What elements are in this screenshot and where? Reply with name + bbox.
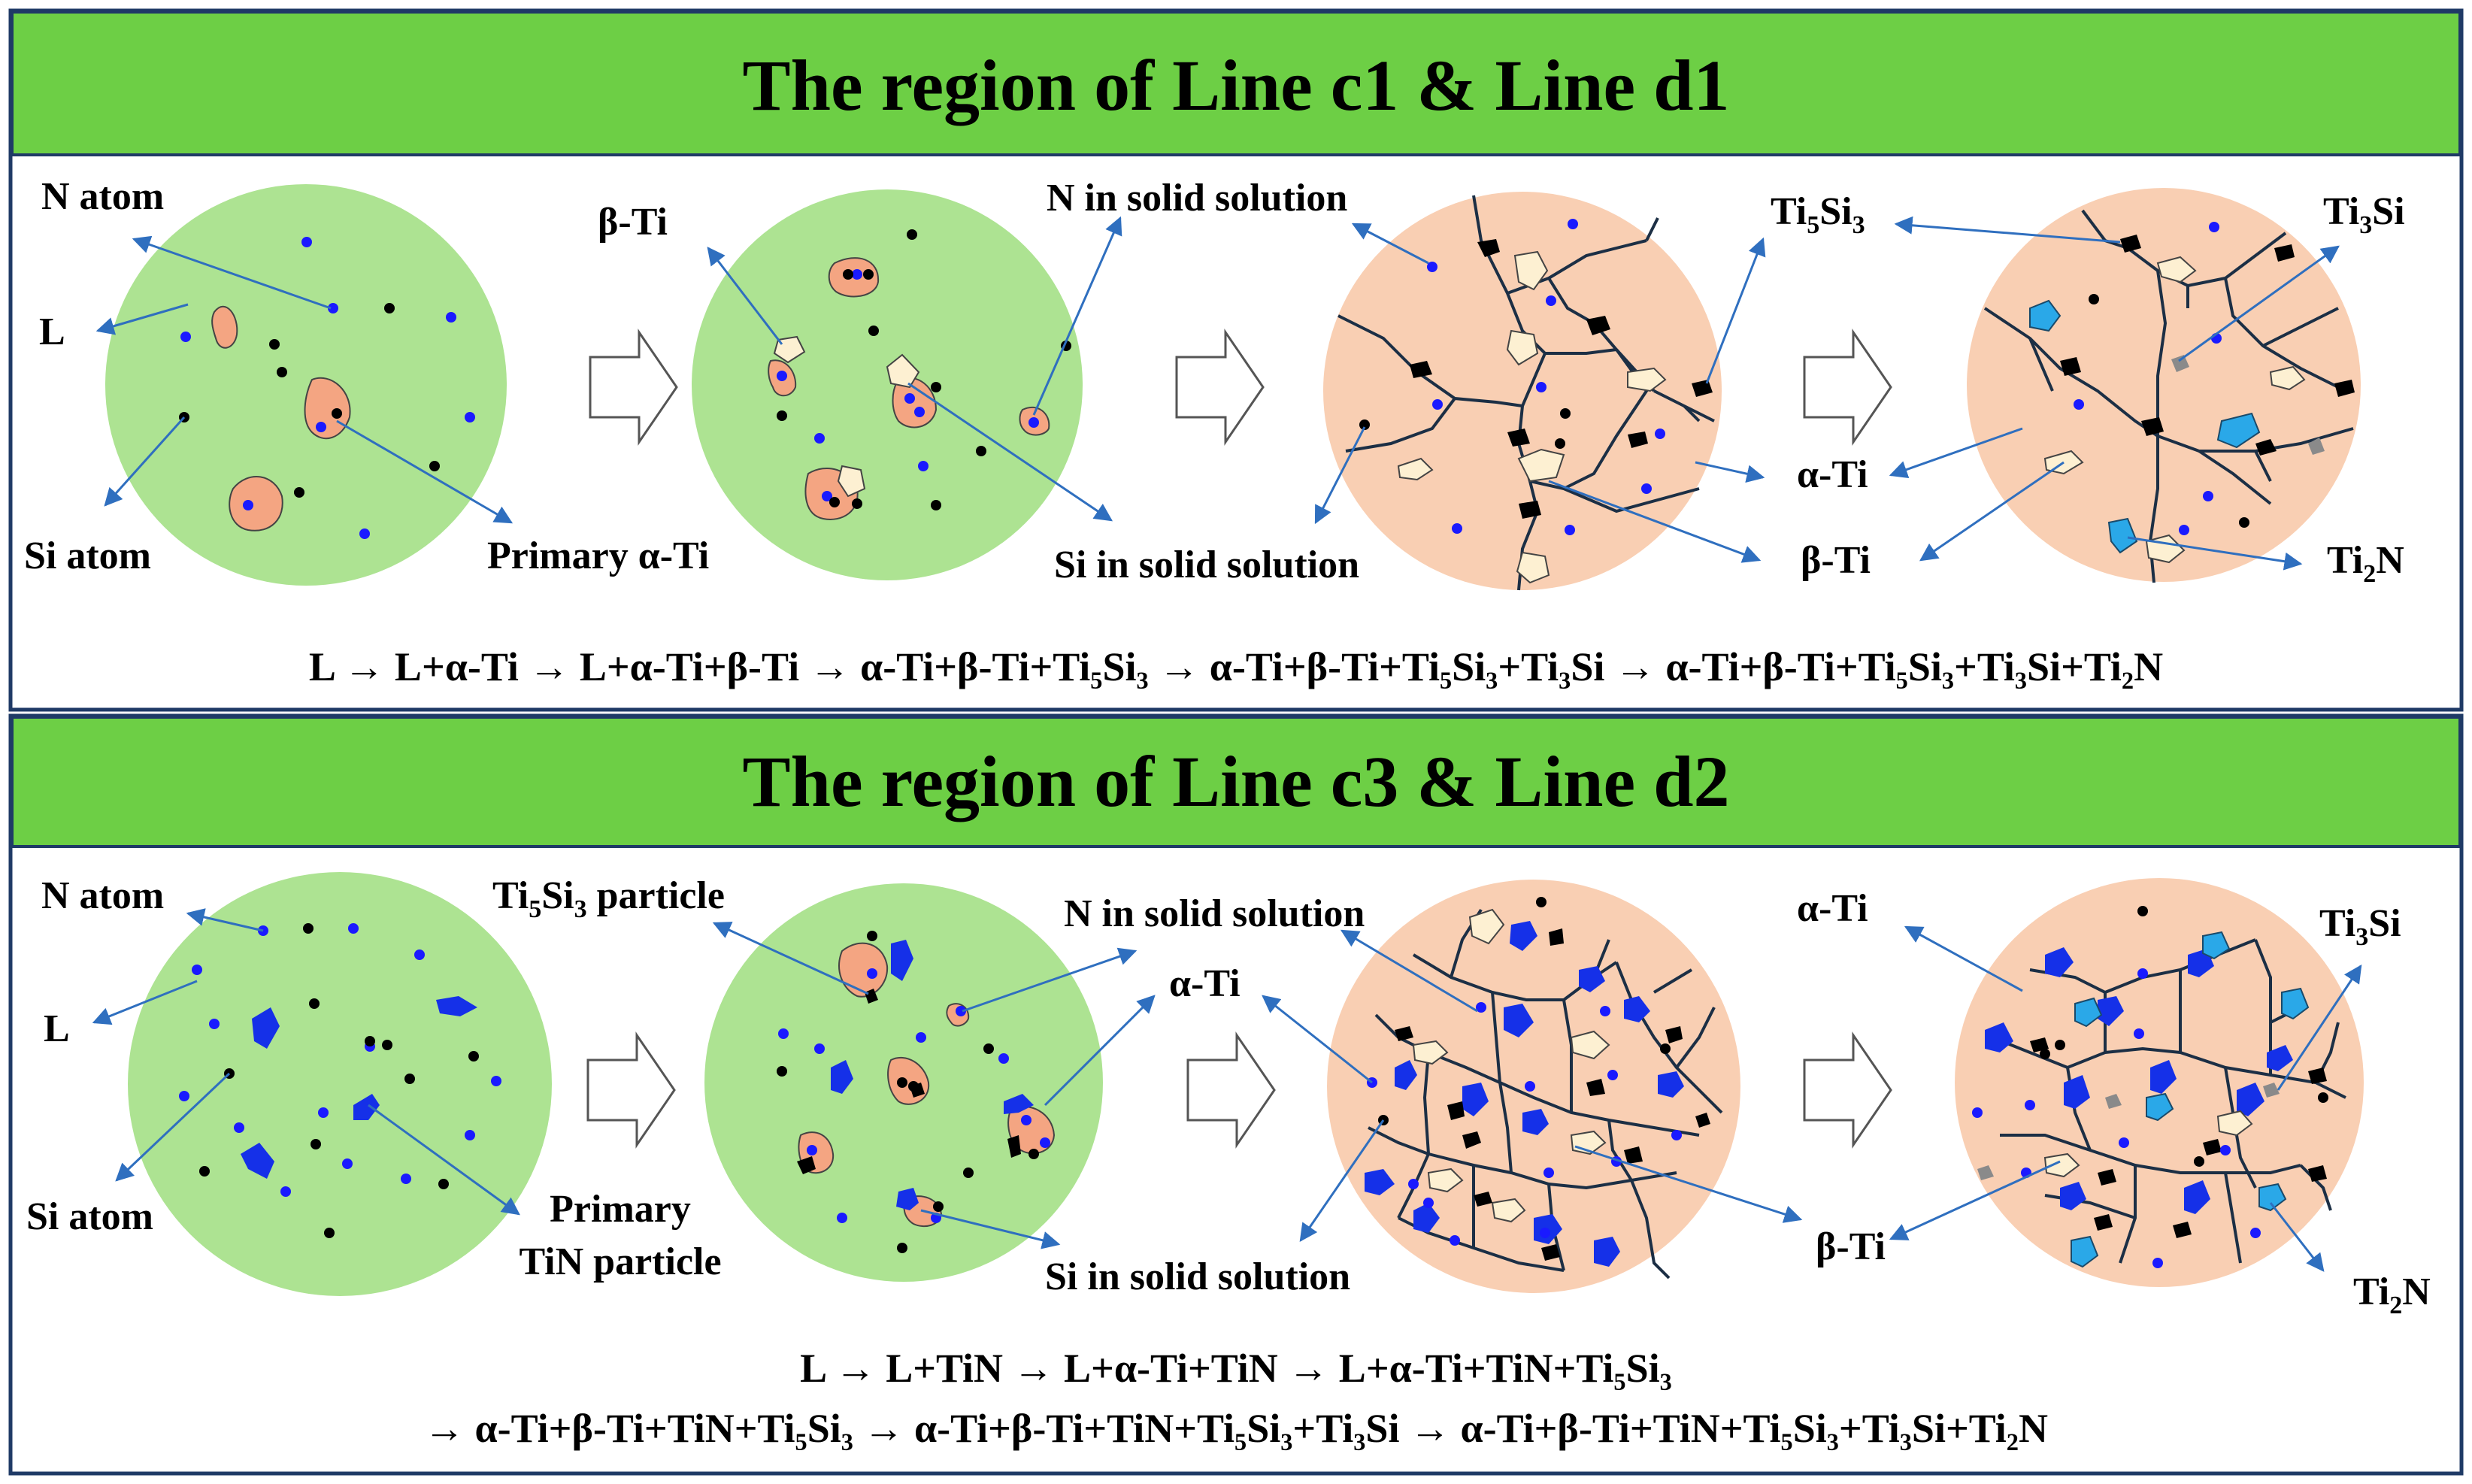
label-ti3si: Ti3Si [2323,190,2405,239]
label-alpha-ti-2: α-Ti [1797,887,1868,930]
label-ti5si3: Ti5Si3 [1771,190,1865,239]
label-alpha-ti-1: α-Ti [1169,962,1241,1005]
label-beta-ti-1: β-Ti [598,201,668,244]
liquid-circle-1 [105,184,507,586]
label-primary-tin-line2: TiN particle [519,1240,721,1283]
label-si-in-solid: Si in solid solution [1054,544,1359,586]
process-arrow-icon [586,1031,1892,1149]
circle2-content [768,229,1071,520]
panel-title-bottom: The region of Line c3 & Line d2 [743,741,1730,822]
label-si-in-solid: Si in solid solution [1045,1255,1350,1298]
process-arrow-icon [589,329,1892,446]
label-ti2n: Ti2N [2327,539,2404,588]
reaction-sequence-bottom-line2: → α-Ti+β-Ti+TiN+Ti₅Si₃ → α-Ti+β-Ti+TiN+T… [424,1406,2048,1451]
label-beta-ti-2: β-Ti [1801,539,1871,582]
label-n-atom: N atom [41,175,164,218]
label-primary-alpha-ti: Primary α-Ti [487,535,709,577]
liquid-circle-5 [128,872,552,1296]
panel-bottom: The region of Line c3 & Line d2 [8,713,2464,1476]
header-bar-top [11,11,2461,156]
solid-circle-4 [1967,188,2361,582]
circle3-content [1337,195,1715,591]
label-si-atom: Si atom [26,1195,153,1238]
reaction-sequence-bottom-line1: L → L+TiN → L+α-Ti+TiN → L+α-Ti+TiN+Ti₅S… [800,1346,1672,1391]
circle7-content [1365,897,1723,1280]
label-ti3si: Ti3Si [2319,902,2401,951]
circle1-content [179,237,475,539]
annotation-arrows-top [95,216,2340,571]
label-ti5si3-particle: Ti5Si3 particle [492,874,725,923]
circle6-content [777,931,1056,1253]
panel-top: The region of Line c1 & Line d1 [8,8,2464,712]
label-primary-tin-line1: Primary [550,1188,691,1231]
label-beta-ti: β-Ti [1816,1225,1886,1268]
reaction-sequence-top: L → L+α-Ti → L+α-Ti+β-Ti → α-Ti+β-Ti+Ti₅… [309,644,2163,689]
liquid-circle-2 [692,189,1083,580]
circle4-content [1983,209,2355,583]
header-bar-bottom [11,716,2461,848]
label-l: L [39,310,65,353]
label-si-atom: Si atom [24,535,151,577]
label-n-atom: N atom [41,874,164,917]
solid-circle-3 [1323,192,1722,590]
label-n-in-solid: N in solid solution [1047,177,1347,220]
label-l: L [44,1007,70,1050]
circle5-content [179,923,501,1238]
annotation-arrows-bottom [92,908,2362,1272]
label-ti2n: Ti2N [2353,1270,2431,1319]
label-n-in-solid: N in solid solution [1064,892,1365,935]
panel-title-top: The region of Line c1 & Line d1 [743,45,1730,126]
circle8-content [1972,906,2346,1268]
label-alpha-ti: α-Ti [1797,453,1868,496]
